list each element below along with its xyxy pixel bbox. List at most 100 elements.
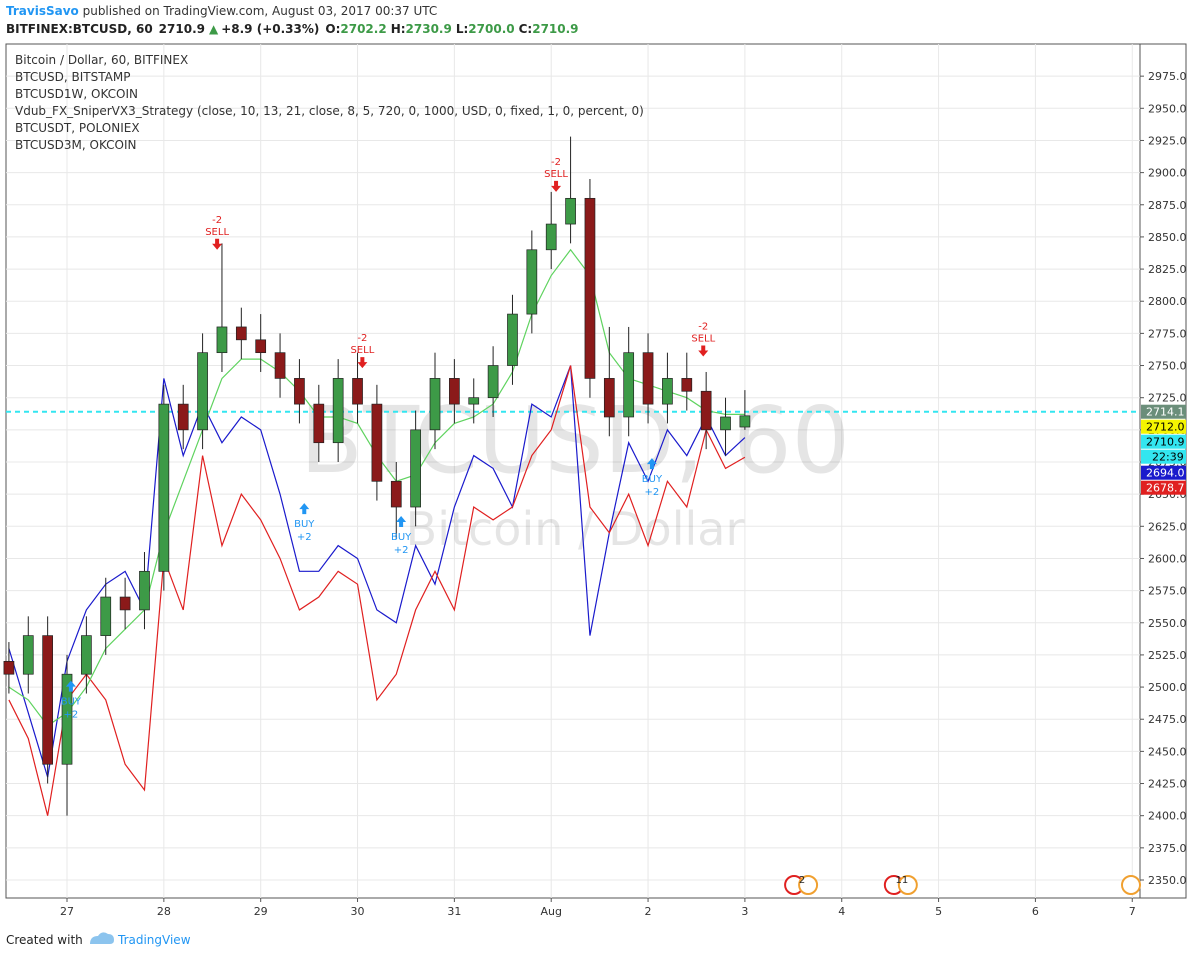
footer-brand[interactable]: TradingView	[117, 933, 191, 947]
signal-amount: -2	[357, 333, 367, 344]
c-label: C:	[519, 22, 533, 36]
candle-body	[429, 378, 441, 431]
y-tick-label: 2525.0	[1148, 649, 1187, 662]
countdown-tag	[1141, 449, 1186, 464]
candle-body	[623, 352, 635, 418]
arrow: ▲	[209, 22, 219, 36]
candle-body	[526, 249, 538, 315]
price-tag-label: 2710.9	[1146, 436, 1185, 449]
l: 2700.0	[468, 22, 514, 36]
signal-arrow	[212, 238, 223, 250]
candle-body	[274, 352, 286, 379]
header-line-2: BITFINEX:BTCUSD, 60 2710.9 ▲ +8.9 (+0.33%) O…	[6, 22, 579, 36]
signal-amount: +2	[394, 545, 409, 556]
h: 2730.9	[406, 22, 452, 36]
signal-label: BUY	[61, 697, 82, 708]
event-icon[interactable]	[1121, 875, 1141, 895]
y-tick-label: 2775.0	[1148, 327, 1187, 340]
candle-body	[255, 339, 267, 354]
x-tick-label: 28	[157, 905, 171, 918]
last: 2710.9	[159, 22, 205, 36]
x-tick-label: 2	[645, 905, 652, 918]
signal-amount: -2	[212, 215, 222, 226]
candle-body	[681, 378, 693, 392]
candle-body	[700, 390, 712, 431]
x-tick-label: 30	[351, 905, 365, 918]
candle-body	[545, 223, 557, 251]
legend-entry: BTCUSD1W, OKCOIN	[15, 87, 138, 101]
signal-arrow	[698, 345, 709, 357]
price-tag	[1141, 480, 1186, 495]
signal-amount: -2	[551, 157, 561, 168]
y-tick-label: 2375.0	[1148, 842, 1187, 855]
y-tick-label: 2875.0	[1148, 199, 1187, 212]
signal-label: BUY	[294, 519, 315, 530]
price-tag	[1141, 434, 1186, 449]
event-icon	[798, 875, 819, 895]
signal-label: BUY	[391, 532, 412, 543]
candle-body	[487, 365, 499, 399]
candle-body	[662, 378, 673, 405]
signal-arrow	[396, 516, 407, 528]
x-tick-label: 27	[60, 905, 74, 918]
header-line-1: TravisSavo published on TradingView.com,…	[6, 4, 437, 18]
candle-body	[371, 403, 383, 482]
o: 2702.2	[340, 22, 386, 36]
y-tick-label: 2750.0	[1148, 360, 1187, 373]
signal-label: SELL	[205, 227, 229, 238]
y-tick-label: 2350.0	[1148, 874, 1187, 887]
event-count: 11	[895, 875, 908, 886]
symbol: BITFINEX:BTCUSD, 60	[6, 22, 153, 36]
candle-body	[100, 596, 112, 636]
x-tick-label: 7	[1129, 905, 1136, 918]
price-tag-label: 2694.0	[1146, 467, 1185, 480]
countdown-label: 22:39	[1152, 451, 1184, 464]
legend-entry: BTCUSD3M, OKCOIN	[15, 138, 137, 152]
y-tick-label: 2850.0	[1148, 231, 1187, 244]
y-tick-label: 2925.0	[1148, 134, 1187, 147]
x-tick-label: 29	[254, 905, 268, 918]
event-icon	[897, 875, 918, 895]
y-tick-label: 2950.0	[1148, 102, 1187, 115]
y-tick-label: 2500.0	[1148, 681, 1187, 694]
o-label: O:	[325, 22, 340, 36]
event-count: 2	[799, 875, 805, 886]
candle-body	[468, 397, 480, 405]
candle-body	[42, 635, 53, 765]
candle-body	[507, 313, 518, 366]
candle-body	[119, 596, 131, 611]
signal-label: SELL	[691, 334, 715, 345]
change: +8.9 (+0.33%)	[221, 22, 319, 36]
y-tick-label: 2475.0	[1148, 713, 1187, 726]
candle-body	[584, 197, 596, 379]
candle-body	[352, 378, 363, 405]
signal-amount: +2	[297, 532, 312, 543]
y-tick-label: 2900.0	[1148, 167, 1187, 180]
candle-body	[390, 480, 402, 508]
candle-body	[197, 352, 208, 431]
legend-entry: BTCUSDT, POLONIEX	[15, 121, 140, 135]
signal-arrow	[551, 180, 562, 192]
y-tick-label: 2550.0	[1148, 617, 1187, 630]
series-line	[8, 365, 746, 816]
candle-body	[81, 635, 92, 675]
signal-amount: +2	[64, 710, 79, 721]
candle-body	[720, 416, 731, 431]
series-line	[8, 365, 746, 778]
x-tick-label: 5	[935, 905, 942, 918]
signal-arrow	[646, 458, 657, 470]
candle-body	[235, 326, 247, 341]
signal-arrow	[299, 503, 310, 515]
author[interactable]: TravisSavo	[6, 4, 79, 18]
y-tick-label: 2625.0	[1148, 520, 1187, 533]
x-tick-label: 3	[741, 905, 748, 918]
signal-arrow	[357, 357, 368, 369]
published: published on TradingView.com, August 03,…	[79, 4, 437, 18]
signal-arrow	[65, 680, 76, 692]
y-tick-label: 2975.0	[1148, 70, 1187, 83]
price-tag-label: 2678.7	[1146, 482, 1185, 495]
signal-amount: -2	[698, 322, 708, 333]
footer-created: Created with	[6, 933, 83, 947]
